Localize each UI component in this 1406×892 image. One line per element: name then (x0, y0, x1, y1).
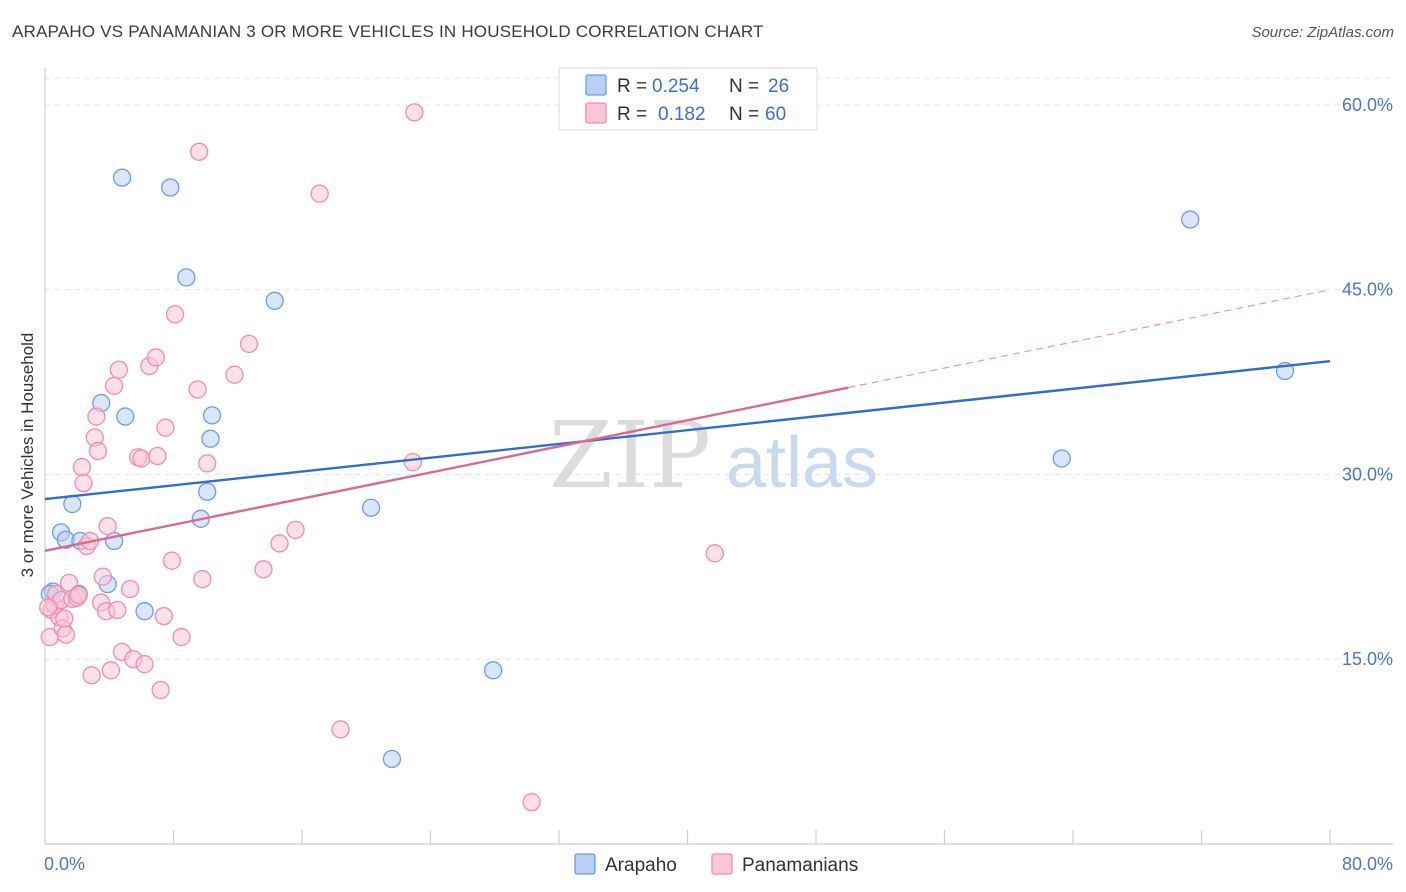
point-arapaho-11 (135, 602, 154, 621)
point-panamanians-54 (331, 720, 350, 739)
point-panamanians-59 (39, 598, 58, 617)
chart-title: ARAPAHO VS PANAMANIAN 3 OR MORE VEHICLES… (12, 22, 764, 41)
point-panamanians-14 (74, 473, 93, 493)
bottom-legend-swatch-arapaho (574, 853, 596, 875)
point-arapaho-13 (177, 268, 196, 287)
legend-r-label-panamanians: R = (617, 104, 647, 125)
legend-r-value-panamanians: 0.182 (658, 104, 706, 125)
point-panamanians-55 (403, 453, 422, 472)
point-panamanians-27 (108, 600, 127, 620)
point-arapaho-17 (202, 406, 222, 425)
point-panamanians-30 (120, 579, 140, 599)
legend-swatch-panamanians (585, 102, 607, 124)
legend-n-label-panamanians: N = (729, 104, 759, 125)
point-arapaho-22 (1052, 449, 1071, 468)
point-arapaho-19 (361, 498, 381, 517)
point-panamanians-26 (104, 376, 124, 395)
point-panamanians-37 (148, 446, 167, 466)
trend-line-arapaho (44, 359, 1331, 501)
point-panamanians-38 (151, 680, 170, 700)
legend-r-label-arapaho: R = (617, 76, 647, 97)
y-tick-label-3: 60.0% (1342, 95, 1393, 115)
point-panamanians-34 (135, 655, 154, 674)
legend-n-value-panamanians: 60 (765, 104, 786, 125)
point-panamanians-57 (522, 792, 541, 812)
watermark: ZIP atlas (549, 402, 878, 509)
point-panamanians-51 (270, 534, 289, 553)
point-panamanians-41 (162, 551, 182, 570)
x-tick-label-max: 80.0% (1342, 854, 1393, 874)
point-arapaho-20 (382, 749, 402, 769)
trend-line-extension-panamanians (848, 289, 1331, 389)
point-panamanians-58 (705, 544, 724, 563)
point-panamanians-43 (172, 627, 191, 647)
trend-lines (44, 289, 1331, 553)
point-panamanians-19 (87, 407, 106, 426)
point-panamanians-53 (310, 184, 329, 203)
point-panamanians-50 (254, 560, 273, 579)
point-panamanians-17 (82, 666, 101, 685)
y-axis-label: 3 or more Vehicles in Household (18, 333, 37, 578)
y-tick-labels: 15.0% 30.0% 45.0% 60.0% (1342, 95, 1393, 669)
point-panamanians-49 (239, 334, 259, 354)
point-arapaho-18 (265, 291, 284, 310)
point-panamanians-42 (165, 305, 185, 324)
x-axis-ticks (172, 830, 1331, 844)
point-arapaho-16 (201, 429, 220, 448)
point-panamanians-7 (55, 609, 74, 628)
point-panamanians-44 (188, 380, 207, 399)
point-panamanians-40 (156, 418, 175, 437)
watermark-atlas: atlas (726, 423, 878, 503)
series-legend: Arapaho Panamanians (574, 853, 858, 876)
point-panamanians-46 (193, 570, 212, 589)
point-panamanians-13 (72, 457, 92, 477)
point-panamanians-33 (132, 449, 151, 468)
point-panamanians-28 (109, 360, 129, 379)
source-label: Source: ZipAtlas.com (1251, 24, 1394, 41)
watermark-zip: ZIP (549, 402, 711, 509)
point-panamanians-47 (198, 454, 217, 473)
y-tick-label-0: 15.0% (1342, 649, 1393, 669)
point-panamanians-25 (101, 661, 121, 680)
x-tick-label-min: 0.0% (44, 854, 85, 874)
bottom-legend-label-panamanians: Panamanians (742, 855, 858, 876)
point-panamanians-24 (98, 517, 117, 536)
y-tick-label-2: 45.0% (1342, 280, 1393, 300)
point-panamanians-22 (93, 567, 112, 586)
point-arapaho-21 (483, 661, 503, 680)
legend-n-label-arapaho: N = (729, 76, 759, 97)
grid-lines (45, 77, 1393, 660)
point-panamanians-36 (146, 348, 165, 367)
point-panamanians-56 (405, 103, 424, 122)
point-arapaho-3 (63, 494, 82, 514)
point-panamanians-45 (190, 142, 209, 161)
point-arapaho-15 (198, 482, 217, 501)
point-panamanians-12 (69, 586, 88, 605)
point-arapaho-10 (116, 407, 135, 426)
point-panamanians-20 (88, 441, 108, 461)
legend-n-value-arapaho: 26 (768, 76, 789, 97)
legend-swatch-arapaho (585, 74, 607, 96)
bottom-legend-label-arapaho: Arapaho (605, 855, 677, 876)
point-arapaho-12 (161, 178, 180, 197)
point-panamanians-48 (225, 365, 244, 384)
point-panamanians-52 (286, 520, 305, 540)
point-arapaho-9 (112, 168, 132, 187)
point-panamanians-8 (56, 625, 76, 644)
y-tick-label-1: 30.0% (1342, 464, 1393, 484)
series-panamanians (39, 103, 724, 812)
point-arapaho-23 (1181, 210, 1200, 229)
trend-line-panamanians (44, 386, 849, 553)
bottom-legend-swatch-panamanians (711, 853, 733, 875)
point-panamanians-39 (154, 606, 174, 626)
legend-r-value-arapaho: 0.254 (652, 76, 700, 97)
stats-legend: R = 0.254 N = 26 R = 0.182 N = 60 (558, 67, 818, 131)
